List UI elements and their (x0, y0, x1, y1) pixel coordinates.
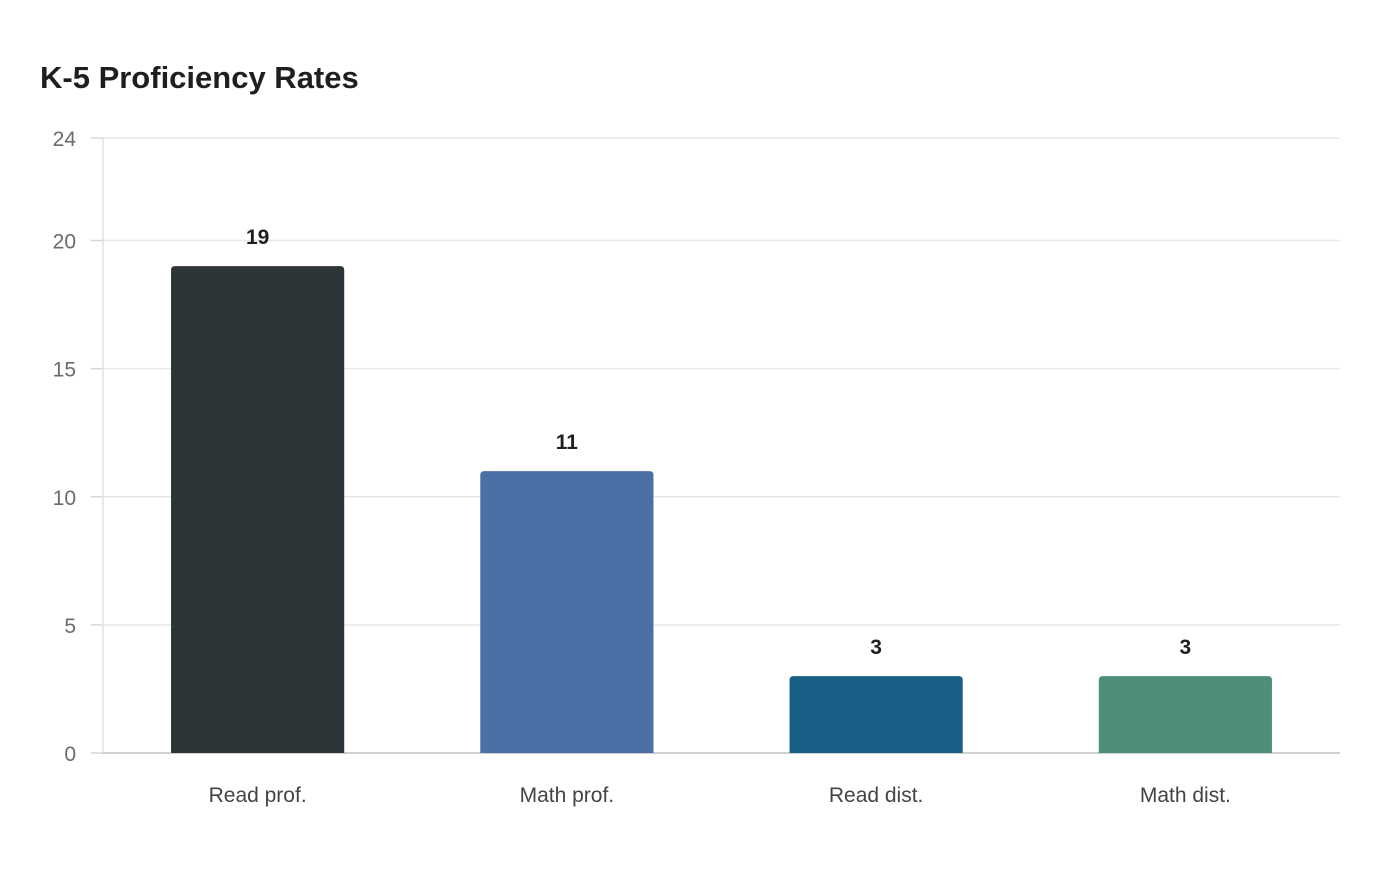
bar-math-prof (480, 471, 654, 753)
bars (171, 266, 1272, 753)
y-tick-label: 24 (53, 128, 77, 151)
data-label: 19 (246, 226, 269, 249)
x-axis-ticks: Read prof. Math prof. Read dist. Math dist. (209, 784, 1231, 807)
y-tick-label: 5 (64, 615, 76, 638)
x-tick-label: Read dist. (829, 784, 924, 807)
y-tick-label: 0 (64, 743, 76, 766)
y-tick-label: 15 (53, 359, 76, 382)
data-label: 3 (870, 636, 882, 659)
x-tick-label: Math dist. (1140, 784, 1231, 807)
y-tick-label: 20 (53, 231, 76, 254)
bar-read-dist (789, 676, 963, 753)
x-tick-label: Read prof. (209, 784, 307, 807)
y-axis-ticks: 0 5 10 15 20 24 (53, 128, 77, 766)
bar-read-prof (171, 266, 345, 753)
y-tick-label: 10 (53, 487, 76, 510)
bar-math-dist (1098, 676, 1272, 753)
data-label: 3 (1180, 636, 1192, 659)
x-tick-label: Math prof. (520, 784, 615, 807)
data-labels: 19 11 3 3 (246, 226, 1191, 659)
data-label: 11 (556, 431, 579, 454)
chart-title: K-5 Proficiency Rates (40, 60, 359, 95)
